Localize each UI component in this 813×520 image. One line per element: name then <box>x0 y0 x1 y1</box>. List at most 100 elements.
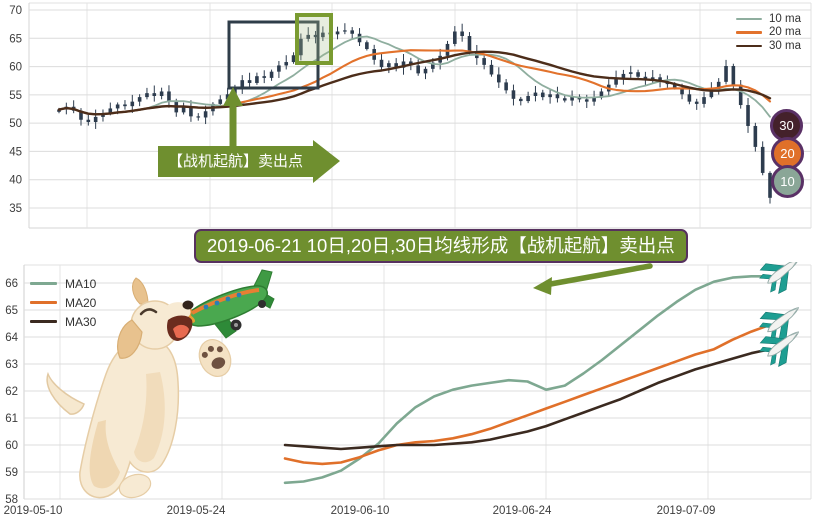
candle-body <box>680 88 684 95</box>
y-tick-label: 58 <box>5 494 18 506</box>
candle-body <box>313 34 318 38</box>
candle-body <box>343 30 347 32</box>
badge-ma10: 10 <box>771 165 804 198</box>
candle-body <box>269 71 274 78</box>
candle-body <box>621 73 626 79</box>
candle-body <box>540 92 545 98</box>
candle-body <box>167 91 171 102</box>
candle-body <box>255 76 259 83</box>
candle-body <box>247 80 252 83</box>
candle-body <box>159 91 164 96</box>
legend-swatch-30ma <box>736 44 762 47</box>
candle-body <box>306 34 311 39</box>
y-tick-label: 65 <box>5 305 18 317</box>
candle-body <box>555 94 560 99</box>
line-MA30 <box>283 347 772 451</box>
legend-swatch-ma10 <box>30 282 57 285</box>
sell-callout-banner: 【战机起航】卖出点 <box>158 140 341 183</box>
y-tick-label: 40 <box>9 175 22 187</box>
dog-tongue <box>173 324 189 339</box>
candle-body <box>599 91 604 98</box>
candle-body <box>636 72 640 77</box>
candle-body <box>218 99 223 104</box>
legend-item-20ma: 20 ma <box>736 26 801 40</box>
candle-body <box>379 59 384 68</box>
candle-body <box>672 84 677 89</box>
candle-body <box>423 68 428 74</box>
candle-body <box>196 116 201 118</box>
candle-body <box>453 31 457 44</box>
candle-body <box>592 97 596 102</box>
legend-label-10ma: 10 ma <box>769 12 801 25</box>
y-tick-label: 45 <box>9 146 22 158</box>
candle-body <box>614 78 618 85</box>
candle-body <box>753 125 758 147</box>
legend-item-ma20: MA20 <box>30 293 96 312</box>
x-tick-label: 2019-05-24 <box>167 505 226 517</box>
sell-callout-text: 【战机起航】卖出点 <box>168 153 304 170</box>
dog-tail <box>46 371 85 415</box>
candle-body <box>365 42 369 50</box>
candle-body <box>277 65 281 72</box>
candle-body <box>533 92 538 96</box>
y-tick-label: 66 <box>5 278 18 290</box>
x-tick-label: 2019-06-10 <box>331 505 390 517</box>
candle-body <box>687 94 692 102</box>
candle-body <box>460 31 464 37</box>
candle-body <box>145 93 149 98</box>
badge-ma20: 20 <box>771 137 804 170</box>
top-candlestick-chart: 70 65 60 55 50 45 40 35 <box>9 2 812 229</box>
highlight-box-dark <box>227 20 320 90</box>
x-tick-label: 2019-06-24 <box>493 505 552 517</box>
dog-head <box>117 277 194 359</box>
legend-swatch-ma30 <box>30 320 57 323</box>
y-tick-label: 65 <box>9 33 22 45</box>
candle-body <box>350 30 354 34</box>
signal-banner-text: 2019-06-21 10日,20日,30日均线形成【战机起航】卖出点 <box>207 235 675 256</box>
y-tick-label: 50 <box>9 118 22 130</box>
candle-body <box>394 63 398 68</box>
top-chart-legend: 10 ma 20 ma 30 ma <box>736 12 801 53</box>
candle-body <box>694 101 699 104</box>
line-MA10 <box>283 275 772 485</box>
candle-body <box>467 36 472 52</box>
legend-item-10ma: 10 ma <box>736 12 801 26</box>
y-tick-label: 55 <box>9 90 22 102</box>
candle-body <box>79 110 83 120</box>
candle-body <box>518 98 523 102</box>
airplane-icon <box>754 262 810 299</box>
candle-body <box>387 63 391 68</box>
candle-body <box>482 58 486 65</box>
banner-pointer-arrow <box>533 263 653 295</box>
candle-body <box>724 66 728 82</box>
legend-swatch-20ma <box>736 31 762 34</box>
signal-banner: 2019-06-21 10日,20日,30日均线形成【战机起航】卖出点 <box>194 229 688 263</box>
candle-body <box>709 89 714 98</box>
candle-body <box>152 93 157 96</box>
y-tick-label: 60 <box>9 62 22 74</box>
sell-point-up-arrow <box>223 87 243 148</box>
candle-body <box>401 61 406 68</box>
candle-body <box>716 81 721 90</box>
candle-body <box>321 32 325 38</box>
dog-illustration <box>46 269 275 499</box>
legend-item-30ma: 30 ma <box>736 39 801 53</box>
candle-body <box>137 97 142 102</box>
legend-label-20ma: 20 ma <box>769 26 801 39</box>
x-tick-label: 2019-05-10 <box>4 505 63 517</box>
candle-body <box>225 94 230 100</box>
candle-body <box>335 31 340 35</box>
legend-label-ma30: MA30 <box>65 314 97 329</box>
candle-body <box>570 96 574 101</box>
candle-body <box>760 146 765 173</box>
candle-body <box>130 101 135 107</box>
candle-body <box>291 55 296 63</box>
candle-body <box>489 64 494 75</box>
candle-body <box>189 107 193 117</box>
candle-body <box>504 82 508 91</box>
y-tick-label: 62 <box>5 386 18 398</box>
y-tick-label: 64 <box>5 332 18 344</box>
bottom-chart-legend: MA10 MA20 MA30 <box>30 274 96 331</box>
